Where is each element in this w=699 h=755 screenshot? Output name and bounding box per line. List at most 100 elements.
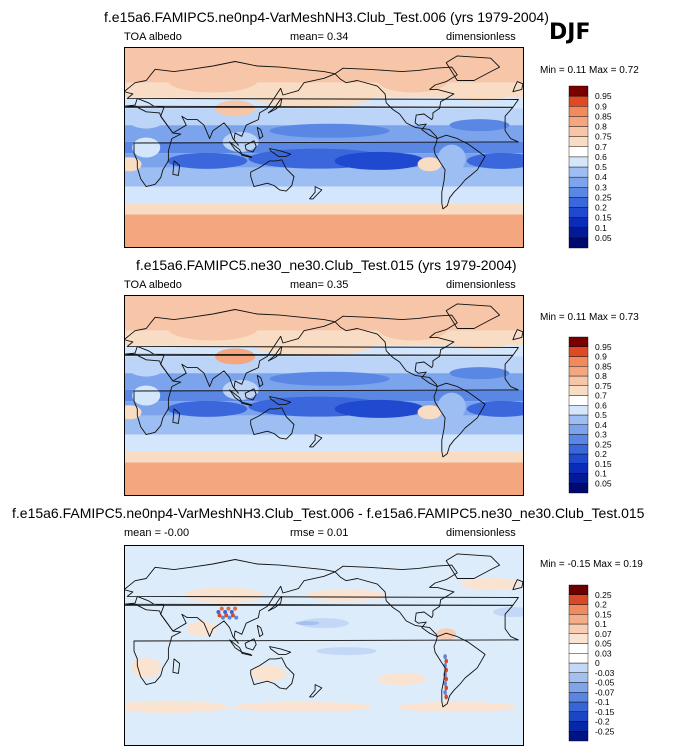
colorbar-swatch-6 [568, 176, 589, 188]
panel1-colorbar: 0.050.10.150.20.250.30.40.50.60.70.750.8… [568, 85, 612, 249]
colorbar-tick-label: 0.2 [595, 600, 607, 610]
panel1-mean-label: mean= 0.34 [290, 31, 349, 43]
colorbar-tick-label: -0.15 [595, 707, 615, 717]
colorbar-swatch-15 [568, 584, 589, 595]
colorbar-swatch-2 [568, 463, 589, 474]
colorbar-swatch-6 [568, 672, 589, 683]
colorbar-tick-label: -0.2 [595, 717, 610, 727]
colorbar-swatch-3 [568, 207, 589, 218]
colorbar-swatch-12 [568, 366, 589, 377]
colorbar-tick-label: -0.03 [595, 668, 615, 678]
colorbar-tick-label: 0.1 [595, 469, 607, 479]
colorbar-tick-label: 0.05 [595, 233, 612, 243]
colorbar-tick-label: 0.15 [595, 459, 612, 469]
colorbar-swatch-8 [568, 156, 589, 168]
panel3-colorbar: -0.25-0.2-0.15-0.1-0.07-0.05-0.0300.030.… [568, 584, 615, 742]
panel2-units-label: dimensionless [446, 279, 516, 291]
colorbar-swatch-15 [568, 85, 589, 97]
colorbar-tick-label: 0.5 [595, 162, 607, 172]
colorbar-swatch-1 [568, 721, 589, 732]
colorbar-swatch-6 [568, 424, 589, 435]
colorbar-swatch-12 [568, 116, 589, 127]
panel3-title: f.e15a6.FAMIPC5.ne0np4-VarMeshNH3.Club_T… [12, 505, 645, 521]
colorbar-tick-label: 0.9 [595, 101, 607, 111]
colorbar-tick-label: 0.3 [595, 430, 607, 440]
colorbar-tick-label: 0.2 [595, 203, 607, 213]
colorbar-swatch-8 [568, 653, 589, 664]
colorbar-tick-label: 0.1 [595, 619, 607, 629]
colorbar-tick-label: 0.1 [595, 223, 607, 233]
colorbar-swatch-7 [568, 662, 589, 673]
season-label: DJF [549, 20, 591, 45]
colorbar-tick-label: 0.75 [595, 132, 612, 142]
colorbar-swatch-3 [568, 701, 589, 712]
panel2-map [124, 295, 524, 496]
colorbar-tick-label: 0.05 [595, 478, 612, 488]
panel1-map [124, 47, 524, 248]
colorbar-tick-label: 0.7 [595, 142, 607, 152]
colorbar-tick-label: -0.07 [595, 687, 615, 697]
colorbar-swatch-10 [568, 385, 589, 396]
colorbar-swatch-14 [568, 346, 589, 357]
colorbar-tick-label: 0.7 [595, 391, 607, 401]
panel2-minmax: Min = 0.11 Max = 0.73 [540, 312, 639, 323]
colorbar-swatch-1 [568, 473, 589, 484]
colorbar-tick-label: 0.25 [595, 192, 612, 202]
panel1-minmax: Min = 0.11 Max = 0.72 [540, 65, 639, 76]
panel3-units-label: dimensionless [446, 527, 516, 539]
colorbar-swatch-9 [568, 146, 589, 158]
colorbar-swatch-5 [568, 434, 589, 445]
colorbar-swatch-0 [568, 731, 589, 742]
colorbar-swatch-10 [568, 136, 589, 147]
colorbar-tick-label: 0.05 [595, 639, 612, 649]
colorbar-swatch-4 [568, 444, 589, 455]
colorbar-tick-label: 0.95 [595, 91, 612, 101]
colorbar-swatch-9 [568, 643, 589, 654]
colorbar-tick-label: 0.25 [595, 439, 612, 449]
colorbar-tick-label: 0.8 [595, 122, 607, 132]
colorbar-swatch-10 [568, 633, 589, 644]
panel2-colorbar: 0.050.10.150.20.250.30.40.50.60.70.750.8… [568, 336, 612, 494]
colorbar-tick-label: 0.9 [595, 352, 607, 362]
panel3-rmse-label: rmse = 0.01 [290, 527, 349, 539]
colorbar-tick-label: 0.15 [595, 213, 612, 223]
colorbar-swatch-4 [568, 692, 589, 703]
colorbar-tick-label: -0.1 [595, 697, 610, 707]
colorbar-tick-label: 0 [595, 658, 600, 668]
colorbar-tick-label: 0.2 [595, 449, 607, 459]
colorbar-tick-label: -0.05 [595, 678, 615, 688]
colorbar-tick-label: 0.85 [595, 111, 612, 121]
colorbar-tick-label: 0.95 [595, 342, 612, 352]
colorbar-swatch-0 [568, 483, 589, 494]
colorbar-tick-label: 0.5 [595, 410, 607, 420]
colorbar-tick-label: 0.25 [595, 590, 612, 600]
colorbar-tick-label: 0.6 [595, 400, 607, 410]
colorbar-swatch-7 [568, 166, 589, 178]
colorbar-swatch-3 [568, 453, 589, 464]
colorbar-swatch-7 [568, 414, 589, 425]
colorbar-swatch-2 [568, 217, 589, 228]
colorbar-swatch-11 [568, 126, 589, 137]
colorbar-tick-label: 0.4 [595, 420, 607, 430]
colorbar-swatch-11 [568, 623, 589, 634]
colorbar-swatch-13 [568, 604, 589, 615]
colorbar-swatch-0 [568, 237, 589, 249]
colorbar-swatch-14 [568, 594, 589, 605]
colorbar-swatch-1 [568, 227, 589, 239]
panel1-left-label: TOA albedo [124, 31, 182, 43]
colorbar-swatch-14 [568, 95, 589, 107]
panel3-minmax: Min = -0.15 Max = 0.19 [540, 559, 643, 570]
colorbar-tick-label: 0.4 [595, 172, 607, 182]
colorbar-tick-label: 0.07 [595, 629, 612, 639]
panel1-units-label: dimensionless [446, 31, 516, 43]
colorbar-swatch-11 [568, 375, 589, 386]
panel3-map [124, 545, 524, 746]
colorbar-swatch-5 [568, 187, 589, 198]
colorbar-swatch-2 [568, 711, 589, 722]
colorbar-swatch-5 [568, 682, 589, 693]
panel1-title: f.e15a6.FAMIPC5.ne0np4-VarMeshNH3.Club_T… [104, 9, 549, 25]
colorbar-tick-label: -0.25 [595, 726, 615, 736]
panel2-left-label: TOA albedo [124, 279, 182, 291]
panel3-mean-label: mean = -0.00 [124, 527, 190, 539]
colorbar-swatch-4 [568, 197, 589, 208]
